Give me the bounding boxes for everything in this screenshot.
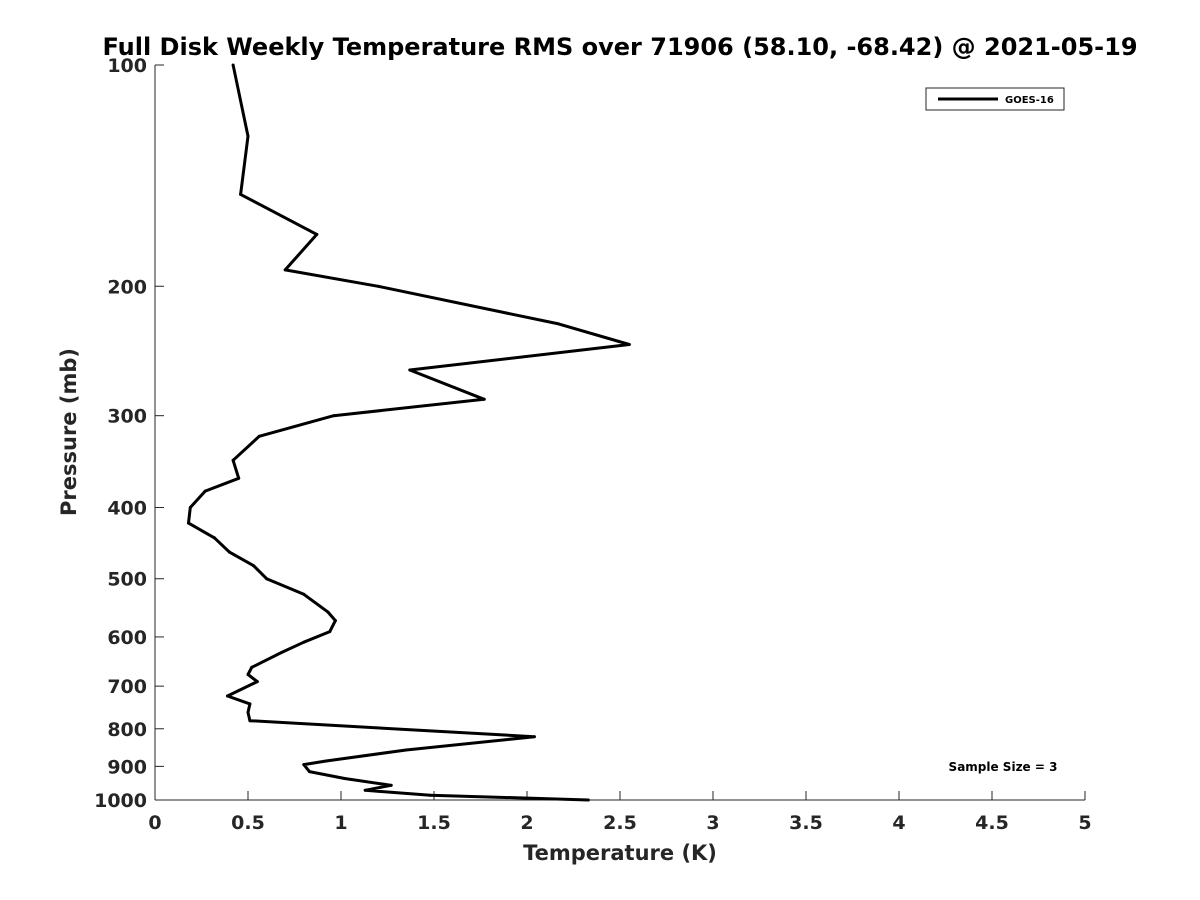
y-axis-label: Pressure (mb) [57, 348, 81, 516]
y-tick-label: 900 [107, 756, 147, 778]
data-point [557, 322, 561, 326]
y-tick-label: 600 [107, 627, 147, 649]
data-point [389, 783, 393, 787]
data-point [328, 630, 332, 634]
x-tick-label: 3.5 [789, 812, 823, 834]
data-point [333, 619, 337, 623]
y-tick-label: 500 [107, 569, 147, 591]
x-tick-label: 1 [334, 812, 347, 834]
chart-title: Full Disk Weekly Temperature RMS over 71… [102, 33, 1137, 61]
data-point [213, 536, 216, 540]
y-tick-label: 100 [107, 55, 147, 77]
data-point [188, 506, 192, 509]
x-tick-label: 2.5 [603, 812, 637, 834]
legend-label-goes-16: GOES-16 [1005, 95, 1054, 106]
data-point [237, 476, 241, 480]
data-point [187, 521, 190, 525]
y-tick-label: 300 [107, 406, 147, 428]
x-tick-label: 0.5 [231, 812, 265, 834]
data-point [248, 719, 252, 723]
data-point [250, 665, 254, 669]
data-point [627, 343, 631, 346]
data-point [326, 610, 330, 614]
data-point [203, 489, 207, 493]
x-tick-label: 4.5 [975, 812, 1009, 834]
x-tick-label: 1.5 [417, 812, 451, 834]
series-line-goes-16 [187, 64, 631, 802]
y-tick-label: 200 [107, 276, 147, 298]
legend: GOES-16 [925, 87, 1065, 111]
data-point [283, 268, 287, 272]
data-point [255, 680, 259, 684]
data-point [482, 397, 486, 401]
x-axis-label: Temperature (K) [523, 841, 717, 865]
data-point [302, 640, 306, 644]
data-point [408, 368, 412, 372]
data-point [246, 710, 250, 714]
data-point [226, 694, 229, 698]
data-point [404, 748, 408, 752]
data-point [315, 232, 319, 236]
x-tick-label: 3 [706, 812, 719, 834]
data-point [248, 702, 252, 706]
data-point [246, 673, 250, 676]
data-point [532, 735, 536, 739]
x-tick-label: 2 [520, 812, 533, 834]
series-points [187, 63, 631, 802]
data-point [376, 284, 380, 288]
data-point [332, 414, 336, 418]
x-ticks: 0 0.5 1 1.5 2 2.5 3 3.5 4 4.5 5 [148, 791, 1092, 834]
data-point [252, 564, 256, 568]
data-point [231, 63, 235, 67]
y-tick-label: 1000 [94, 790, 147, 812]
data-point [239, 192, 243, 196]
x-tick-label: 5 [1078, 812, 1091, 834]
data-point [257, 434, 261, 438]
data-point [227, 550, 231, 554]
y-tick-label: 800 [107, 719, 147, 741]
x-tick-label: 4 [892, 812, 905, 834]
y-tick-label: 400 [107, 498, 147, 520]
y-tick-label: 700 [107, 676, 147, 698]
data-point [280, 651, 283, 654]
data-point [231, 458, 235, 462]
data-point [265, 577, 269, 581]
data-point [302, 592, 306, 596]
data-point [586, 798, 590, 802]
data-point [428, 793, 432, 797]
data-point [324, 759, 328, 763]
data-point [343, 777, 347, 780]
data-point [363, 788, 367, 792]
x-tick-label: 0 [148, 812, 161, 834]
data-point [246, 134, 250, 138]
sample-size-annotation: Sample Size = 3 [949, 760, 1058, 774]
data-point [307, 770, 311, 774]
y-ticks: 100 200 300 400 500 600 700 800 900 1000 [94, 55, 164, 812]
data-point [302, 763, 306, 767]
